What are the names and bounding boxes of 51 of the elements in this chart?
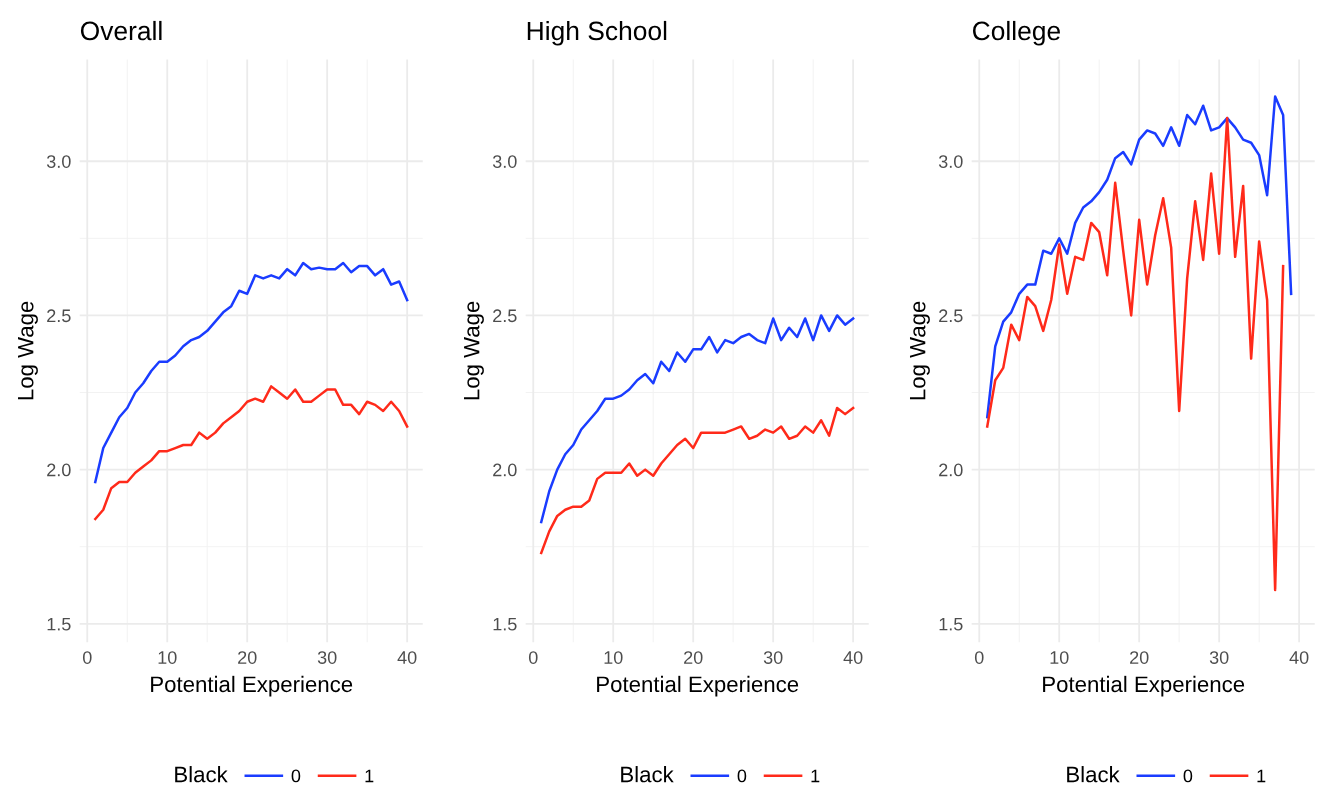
x-tick-label: 0 <box>528 651 538 664</box>
y-axis-title: Log Wage <box>909 301 930 400</box>
x-tick-label: 10 <box>158 651 177 664</box>
y-tick-label: 1.5 <box>939 617 963 631</box>
y-tick-label: 1.5 <box>47 617 71 631</box>
legend-label: 1 <box>811 769 820 783</box>
x-axis-title: Potential Experience <box>151 675 353 697</box>
y-tick-label: 3.0 <box>492 155 517 168</box>
legend-title: Black <box>1067 766 1120 783</box>
legend-label: 1 <box>365 769 374 783</box>
legend-label: 0 <box>737 769 747 783</box>
x-tick-label: 30 <box>763 651 783 664</box>
y-tick-label: 2.5 <box>939 309 963 323</box>
y-tick-label: 2.5 <box>47 309 71 323</box>
legend-label: 0 <box>291 769 301 783</box>
line-series <box>94 385 409 521</box>
y-tick-label: 2.5 <box>493 309 517 323</box>
chart-title: College <box>972 20 1060 46</box>
y-tick-label: 3.0 <box>938 155 963 168</box>
x-tick-label: 40 <box>1289 651 1309 664</box>
x-tick-label: 40 <box>843 651 863 664</box>
y-axis-title: Log Wage <box>464 301 484 400</box>
x-axis-title: Potential Experience <box>1043 675 1245 697</box>
line-series <box>986 95 1293 419</box>
y-tick-label: 2.0 <box>47 463 71 477</box>
chart-title: Overall <box>80 20 162 41</box>
x-tick-label: 0 <box>82 651 92 664</box>
line-series <box>540 406 855 555</box>
x-tick-label: 20 <box>1130 651 1149 664</box>
y-tick-label: 2.0 <box>493 463 517 477</box>
chart-title: High School <box>527 20 667 46</box>
line-series <box>94 261 409 484</box>
x-tick-label: 40 <box>397 651 417 664</box>
legend-title: Black <box>175 766 228 783</box>
legend-label: 0 <box>1183 769 1193 783</box>
line-series <box>986 116 1285 592</box>
y-tick-label: 3.0 <box>46 155 71 168</box>
legend-label: 1 <box>1257 769 1266 783</box>
x-tick-label: 30 <box>1209 651 1229 664</box>
x-axis-title: Potential Experience <box>597 675 799 697</box>
x-tick-label: 30 <box>317 651 337 664</box>
x-tick-label: 10 <box>604 651 623 664</box>
x-tick-label: 10 <box>1050 651 1069 664</box>
y-tick-label: 2.0 <box>939 463 963 477</box>
y-tick-label: 1.5 <box>493 617 517 631</box>
x-tick-label: 20 <box>684 651 703 664</box>
x-tick-label: 0 <box>974 651 984 664</box>
x-tick-label: 20 <box>238 651 257 664</box>
y-axis-title: Log Wage <box>18 301 38 400</box>
line-series <box>540 314 855 524</box>
legend-title: Black <box>621 766 674 783</box>
